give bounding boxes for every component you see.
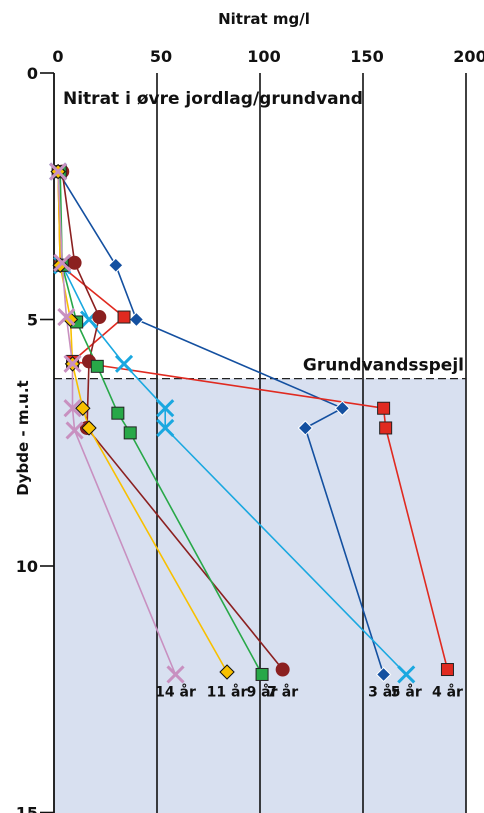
point-marker-stroke [65, 421, 84, 440]
point-marker [397, 665, 416, 684]
point-marker-stroke [397, 665, 416, 684]
y-tick-labels: 0 5 10 15 [16, 64, 54, 813]
series-markers-14-år [49, 162, 185, 684]
series-end-label: 7 år [267, 684, 298, 701]
x-tick-label: 200 [453, 47, 484, 66]
series-end-label: 11 år [207, 684, 248, 701]
point-marker-stroke [49, 162, 68, 181]
point-marker [67, 255, 82, 270]
point-marker [75, 400, 91, 416]
series-line [57, 171, 385, 675]
y-tick-label: 10 [16, 557, 38, 576]
x-tick-label: 150 [350, 47, 383, 66]
point-marker [81, 420, 97, 436]
point-marker [375, 666, 392, 683]
point-marker-stroke [166, 665, 185, 684]
point-marker-stroke [114, 354, 134, 373]
point-marker [63, 399, 82, 418]
point-marker-stroke [156, 399, 175, 418]
point-marker [334, 400, 351, 416]
y-axis-title: Dybde - m.u.t [14, 380, 32, 495]
x-tick-labels: 0 50 100 150 200 [52, 47, 484, 66]
series-line [61, 171, 284, 671]
series-end-label: 5 år [391, 684, 422, 701]
x-axis-title: Nitrat mg/l [218, 10, 310, 28]
point-marker [111, 406, 125, 420]
series-end-label: 4 år [432, 684, 463, 701]
data-series [49, 162, 454, 684]
y-tick-label: 0 [27, 64, 38, 83]
series-end-labels: 14 år 11 år 9 år7 år 3 år5 år 4 år [155, 684, 463, 701]
point-marker [53, 253, 72, 272]
series-end-label: 3 år [368, 684, 399, 701]
point-marker-stroke [63, 399, 82, 418]
chart-title: Nitrat i øvre jordlag/grundvand [63, 89, 363, 109]
series-7-år [61, 171, 284, 671]
point-marker [166, 665, 185, 684]
point-marker [123, 426, 137, 440]
point-marker [379, 421, 393, 435]
point-marker [440, 663, 454, 677]
series-end-label: 14 år [155, 684, 196, 701]
point-marker [377, 401, 391, 415]
point-marker [63, 354, 82, 373]
point-marker [90, 359, 104, 373]
y-tick-label: 15 [16, 804, 38, 813]
point-marker [275, 662, 290, 677]
point-marker [108, 257, 124, 273]
point-marker [92, 310, 107, 325]
x-tick-label: 100 [247, 47, 280, 66]
point-marker [156, 399, 175, 418]
series-end-label: 9 år [247, 684, 278, 701]
point-marker [128, 311, 145, 328]
point-marker [255, 667, 269, 681]
point-marker [219, 664, 235, 680]
vertical-gridlines [156, 73, 467, 813]
point-marker [114, 354, 134, 373]
point-marker-stroke [156, 418, 175, 438]
point-marker [297, 420, 314, 436]
x-tick-label: 50 [150, 47, 172, 66]
x-tick-label: 0 [52, 47, 63, 66]
point-marker-stroke [57, 307, 76, 327]
point-marker [49, 162, 68, 181]
series-3-år [57, 171, 385, 675]
point-marker [117, 310, 131, 324]
groundwater-label: Grundvandsspejl [303, 356, 464, 376]
y-tick-label: 5 [27, 311, 38, 330]
point-marker [65, 421, 84, 440]
point-marker-stroke [63, 354, 82, 373]
point-marker [156, 418, 175, 438]
point-marker [57, 307, 76, 327]
point-marker-stroke [53, 253, 72, 272]
